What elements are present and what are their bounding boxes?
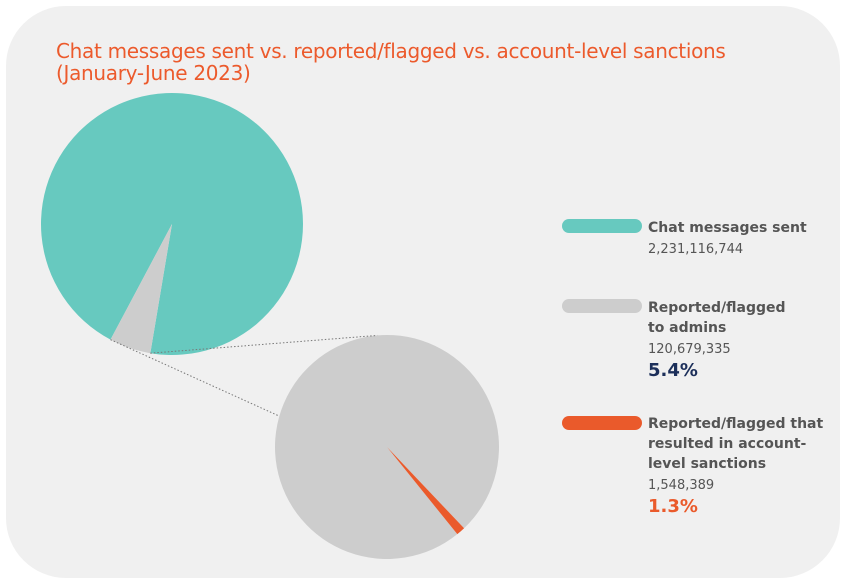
legend-value-reported: 120,679,335 [648,342,731,357]
chart-title-line-2: (January-June 2023) [56,61,251,85]
pie-slice-chat-messages [41,93,304,356]
legend-swatch-gray [562,299,642,313]
legend-percent-reported: 5.4% [648,360,698,381]
legend-label-line: Reported/flagged [648,300,786,316]
legend-label-line: Chat messages sent [648,220,807,236]
legend-value-chat-messages: 2,231,116,744 [648,242,744,257]
legend-value-sanctions: 1,548,389 [648,478,715,493]
legend-label-line: Reported/flagged that [648,416,824,432]
legend-label-line: level sanctions [648,456,767,472]
legend-label-sanctions: Reported/flagged that resulted in accoun… [648,414,838,474]
chart-title: Chat messages sent vs. reported/flagged … [56,40,726,84]
legend-label-reported: Reported/flagged to admins [648,298,838,338]
legend-label-line: to admins [648,320,727,336]
legend-percent-sanctions: 1.3% [648,496,698,517]
pie-slice-reported [110,224,172,354]
legend-swatch-orange [562,416,642,430]
chart-title-line-1: Chat messages sent vs. reported/flagged … [56,39,726,63]
connector-line-top [150,334,378,354]
legend-label-line: resulted in account- [648,436,807,452]
connector-line-bottom [110,339,280,417]
legend-label-chat-messages: Chat messages sent [648,218,838,238]
detail-slice-sanctions [387,447,465,535]
detail-slice-reported [274,335,499,560]
legend-swatch-teal [562,219,642,233]
